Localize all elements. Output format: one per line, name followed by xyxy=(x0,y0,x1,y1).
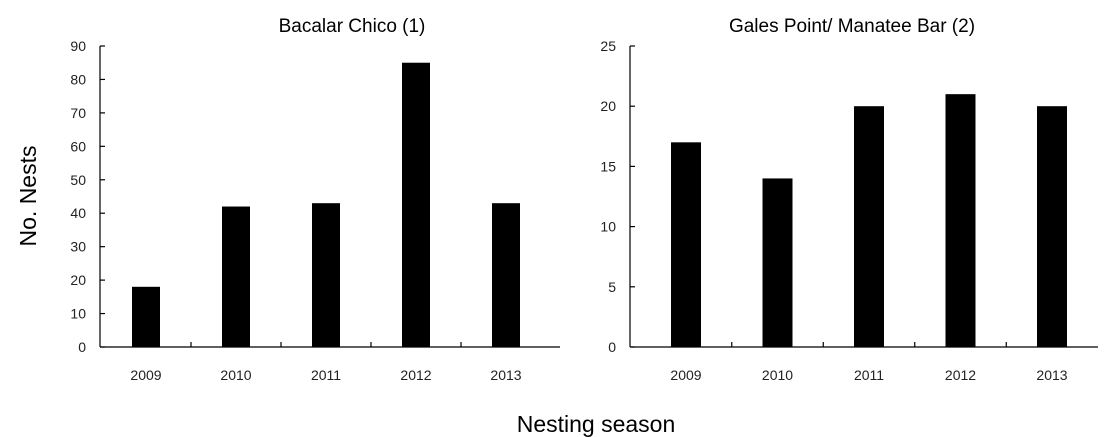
y-tick-label: 70 xyxy=(70,105,86,121)
x-tick-label: 2012 xyxy=(400,367,431,383)
bars xyxy=(132,62,520,347)
bar xyxy=(671,142,701,347)
bar xyxy=(402,62,430,347)
y-ticks: 0 10 20 30 40 50 60 70 80 90 xyxy=(70,38,105,355)
y-tick-label: 5 xyxy=(608,279,616,295)
bar xyxy=(492,203,520,347)
x-tick-label: 2010 xyxy=(220,367,251,383)
x-tick-label: 2013 xyxy=(1036,367,1067,383)
y-axis-label: No. Nests xyxy=(15,146,41,247)
bar xyxy=(945,94,976,347)
y-tick-label: 50 xyxy=(70,172,86,188)
y-tick-label: 40 xyxy=(70,205,86,221)
y-tick-label: 60 xyxy=(70,138,86,154)
chart-title: Gales Point/ Manatee Bar (2) xyxy=(729,16,975,37)
x-tick-label: 2009 xyxy=(130,367,161,383)
bar xyxy=(762,178,793,347)
x-ticks: 2009 2010 2011 2012 2013 xyxy=(670,342,1068,383)
y-tick-label: 10 xyxy=(70,306,86,322)
y-tick-label: 20 xyxy=(600,98,616,114)
y-tick-label: 25 xyxy=(600,38,616,54)
y-tick-label: 0 xyxy=(78,339,86,355)
x-tick-label: 2012 xyxy=(945,367,976,383)
x-ticks: 2009 2010 2011 2012 2013 xyxy=(130,342,522,383)
bar xyxy=(132,286,160,347)
y-tick-label: 0 xyxy=(608,339,616,355)
bar xyxy=(854,106,884,347)
y-tick-label: 15 xyxy=(600,158,616,174)
y-tick-label: 10 xyxy=(600,219,616,235)
y-tick-label: 30 xyxy=(70,239,86,255)
x-tick-label: 2011 xyxy=(311,367,341,383)
bar xyxy=(312,203,340,347)
bar xyxy=(222,206,250,347)
x-tick-label: 2013 xyxy=(490,367,521,383)
y-tick-label: 90 xyxy=(70,38,86,54)
bars xyxy=(671,94,1067,347)
chart-panel-gales-point: Gales Point/ Manatee Bar (2) 0510152025 … xyxy=(600,16,1098,383)
x-axis-label: Nesting season xyxy=(517,411,676,437)
y-ticks: 0 5 10 15 20 25 xyxy=(600,38,635,355)
y-tick-label: 80 xyxy=(70,71,86,87)
x-tick-label: 2009 xyxy=(670,367,701,383)
y-tick-label: 20 xyxy=(70,272,86,288)
bar xyxy=(1037,106,1067,347)
x-tick-label: 2011 xyxy=(854,367,884,383)
x-tick-label: 2010 xyxy=(762,367,793,383)
chart-title: Bacalar Chico (1) xyxy=(279,16,426,37)
chart-panel-bacalar-chico: Bacalar Chico (1) 0 10 20 30 40 50 60 70 80 90 20… xyxy=(70,16,560,383)
